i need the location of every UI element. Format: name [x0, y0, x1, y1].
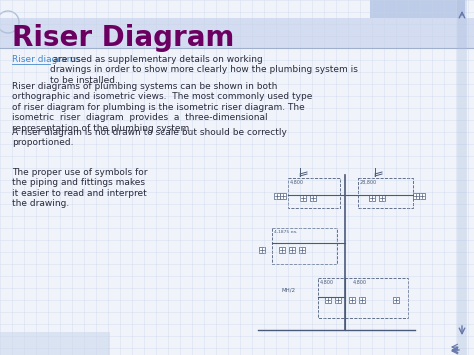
Bar	[274, 193, 280, 199]
Bar	[300, 195, 306, 201]
Text: are used as supplementary details on working
drawings in order to show more clea: are used as supplementary details on wor…	[50, 55, 358, 85]
Bar	[359, 297, 365, 303]
Bar	[325, 297, 331, 303]
Bar	[379, 195, 385, 201]
Text: 4,800: 4,800	[353, 280, 367, 285]
Text: 4,1875 ea.: 4,1875 ea.	[274, 230, 297, 234]
Bar	[299, 247, 305, 253]
Bar	[279, 247, 285, 253]
Text: A riser diagram is not drawn to scale but should be correctly
proportioned.: A riser diagram is not drawn to scale bu…	[12, 128, 287, 147]
Text: 4,800: 4,800	[320, 280, 334, 285]
Bar	[0, 332, 110, 355]
Bar	[358, 178, 413, 208]
Bar	[259, 247, 265, 253]
Text: 4,800: 4,800	[290, 180, 304, 185]
Bar	[413, 193, 419, 199]
Text: MH/2: MH/2	[282, 287, 296, 292]
Bar	[318, 278, 408, 318]
Bar	[370, 0, 465, 18]
Bar	[393, 297, 399, 303]
Text: Riser diagrams: Riser diagrams	[12, 55, 80, 64]
Bar	[288, 178, 340, 208]
Bar	[369, 195, 375, 201]
Bar	[280, 193, 286, 199]
Bar	[0, 18, 474, 48]
Bar	[310, 195, 316, 201]
Text: Riser diagrams of plumbing systems can be shown in both
orthographic and isometr: Riser diagrams of plumbing systems can b…	[12, 82, 312, 133]
Bar	[272, 228, 337, 264]
Text: Riser Diagram: Riser Diagram	[12, 24, 234, 52]
Bar	[419, 193, 425, 199]
Text: The proper use of symbols for
the piping and fittings makes
it easier to read an: The proper use of symbols for the piping…	[12, 168, 147, 208]
Bar	[289, 247, 295, 253]
Text: 28,800: 28,800	[360, 180, 377, 185]
Bar	[335, 297, 341, 303]
Bar	[349, 297, 355, 303]
